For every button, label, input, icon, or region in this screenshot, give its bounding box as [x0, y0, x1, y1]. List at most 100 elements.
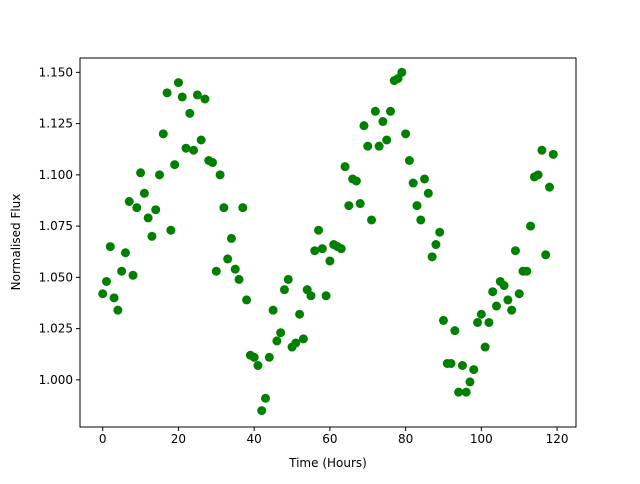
data-point [438, 315, 448, 325]
data-point [469, 365, 479, 375]
data-point [166, 225, 176, 235]
data-point [306, 291, 316, 301]
y-tick-label: 1.025 [39, 322, 73, 336]
data-point [151, 205, 161, 215]
data-point [158, 129, 168, 139]
y-tick-label: 1.050 [39, 270, 73, 284]
data-point [507, 305, 517, 315]
x-tick-label: 80 [398, 432, 413, 446]
data-point [98, 289, 108, 299]
data-point [367, 215, 377, 225]
data-point [230, 264, 240, 274]
data-point [189, 145, 199, 155]
data-point [431, 240, 441, 250]
x-tick-label: 0 [99, 432, 107, 446]
data-point [370, 106, 380, 116]
data-point [181, 143, 191, 153]
data-point [298, 334, 308, 344]
data-point [124, 197, 134, 206]
data-point [200, 94, 210, 104]
data-point [522, 266, 532, 276]
data-point [325, 256, 335, 266]
data-point [491, 301, 501, 311]
data-point [412, 201, 422, 211]
y-tick-label: 1.150 [39, 65, 73, 79]
y-tick-label: 1.000 [39, 373, 73, 387]
data-point [219, 203, 229, 213]
x-tick-label: 120 [546, 432, 569, 446]
data-point [185, 108, 195, 118]
data-point [363, 141, 373, 151]
data-point [454, 387, 464, 397]
data-point [173, 78, 183, 88]
data-point [336, 244, 346, 254]
data-point [484, 317, 494, 327]
data-point [317, 244, 327, 254]
data-point [514, 289, 524, 299]
data-point [499, 281, 509, 291]
data-point [283, 274, 293, 284]
y-tick-label: 1.125 [39, 117, 73, 131]
data-point [139, 188, 149, 198]
data-point [291, 338, 301, 348]
x-tick-label: 60 [322, 432, 337, 446]
data-point [427, 252, 437, 262]
data-point [226, 233, 236, 243]
data-point [503, 295, 513, 305]
data-point [242, 295, 252, 305]
data-point [162, 88, 172, 98]
data-point [211, 266, 221, 276]
data-point [128, 270, 138, 280]
data-point [408, 178, 418, 188]
data-point [272, 336, 282, 346]
data-point [105, 242, 115, 252]
data-point [192, 90, 202, 100]
data-point [310, 246, 320, 256]
data-point [510, 246, 520, 256]
data-point [541, 250, 551, 260]
data-point [170, 160, 180, 170]
data-point [253, 361, 263, 370]
data-point [382, 135, 392, 145]
data-point [268, 305, 278, 315]
data-point [143, 213, 153, 223]
data-point [537, 145, 547, 155]
data-point [136, 168, 146, 178]
data-point [533, 170, 543, 180]
data-point [404, 156, 414, 165]
data-point [480, 342, 490, 352]
data-point [264, 352, 274, 362]
x-axis-label: Time (Hours) [288, 456, 367, 470]
data-point [355, 199, 365, 209]
data-point [344, 201, 354, 211]
data-point [279, 285, 289, 295]
data-point [321, 291, 331, 301]
data-point [450, 326, 460, 336]
data-point [276, 328, 286, 338]
data-point [147, 231, 157, 241]
data-point [385, 106, 395, 116]
data-point [249, 352, 259, 362]
data-point [340, 162, 350, 172]
data-point [177, 92, 187, 102]
data-point [223, 254, 233, 264]
data-point [351, 176, 361, 186]
data-point [526, 221, 536, 231]
x-tick-label: 20 [171, 432, 186, 446]
data-point [397, 67, 407, 77]
data-point [234, 274, 244, 284]
data-point [314, 225, 324, 235]
data-point [476, 309, 486, 319]
data-point [465, 377, 475, 387]
data-point [457, 361, 467, 370]
x-tick-label: 40 [247, 432, 262, 446]
data-point [117, 266, 127, 276]
data-point [359, 121, 369, 131]
data-point [132, 203, 142, 213]
data-point [461, 387, 471, 397]
data-point [257, 406, 267, 416]
data-point [295, 309, 305, 319]
data-point [215, 170, 225, 180]
data-point [109, 293, 119, 303]
